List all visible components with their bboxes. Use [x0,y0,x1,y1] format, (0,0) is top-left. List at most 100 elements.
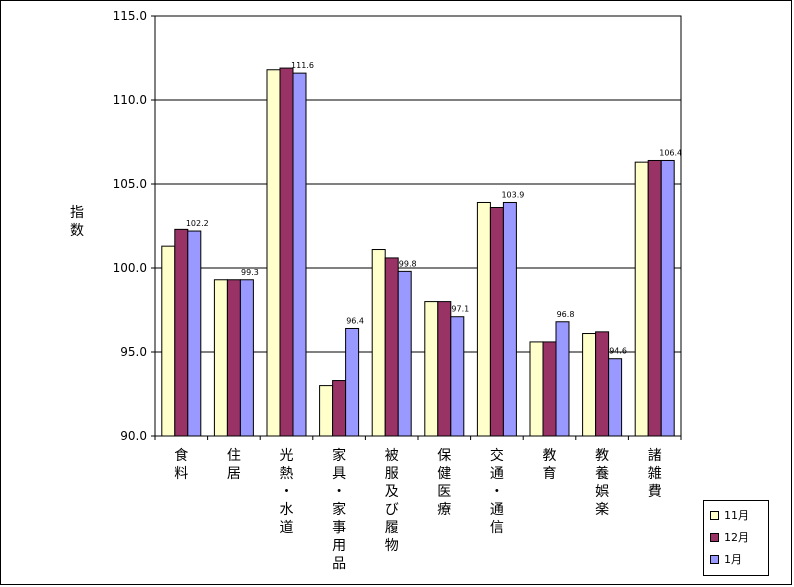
data-label: 111.6 [291,61,314,70]
x-tick-label: 光熱・水道 [280,448,294,536]
bar [424,301,439,437]
x-tick-label-char: ・ [280,484,294,500]
x-tick-label-char: 家 [332,447,346,464]
data-label: 102.2 [186,219,209,228]
bar [542,341,557,437]
x-tick-label-char: 通 [490,502,504,518]
data-label: 103.9 [501,190,524,199]
x-tick-label-char: 品 [332,556,346,572]
bar [529,341,544,437]
x-tick-label-char: 服 [385,466,399,482]
x-tick-label: 家具・家事用品 [332,447,346,572]
y-tick-label: 100.0 [113,261,147,275]
bar [332,380,347,437]
legend: 11月 12月 1月 [703,500,769,576]
x-tick-label-char: 履 [385,520,399,536]
data-label: 106.4 [659,148,682,157]
legend-label: 12月 [724,531,749,544]
bar [174,228,189,437]
bar [634,161,649,437]
x-tick-label-char: 用 [332,538,346,554]
bar [489,207,504,437]
x-tick-label-char: 費 [648,484,662,500]
legend-swatch [710,554,719,564]
x-tick-label-char: 熱 [280,466,294,482]
x-tick-label: 交通・通信 [490,447,504,536]
bar [279,67,294,437]
bar [213,279,228,437]
x-tick-label-char: 交 [490,447,504,464]
x-tick-label-char: 療 [437,501,451,518]
data-label: 94.6 [609,347,627,356]
bar [266,69,281,437]
legend-swatch [710,532,719,542]
bar [502,201,517,437]
x-tick-label-char: 諸 [648,448,662,464]
data-label: 96.8 [557,310,575,319]
x-tick-label-char: 料 [174,466,188,482]
bar [292,72,307,437]
y-axis-title-char: 指 [70,205,84,221]
data-label: 99.3 [241,268,259,277]
x-tick-label-char: 信 [490,520,504,536]
bar [555,321,570,437]
x-tick-label-char: 水 [280,502,294,518]
x-tick-label-char: 被 [385,448,399,464]
x-tick-label-char: 及 [385,484,399,500]
x-tick-label: 食料 [174,447,188,482]
x-tick-label-char: ・ [332,484,346,500]
y-tick-label: 105.0 [113,177,147,191]
legend-item: 1月 [710,551,742,567]
bar [582,333,597,437]
bar [647,159,662,437]
bar [437,301,452,437]
legend-label: 11月 [724,509,749,522]
data-label: 97.1 [451,305,469,314]
bar [371,249,386,437]
x-tick-label-char: 具 [332,466,346,482]
x-tick-label-char: 教 [595,448,609,464]
x-tick-label-char: 食 [174,447,188,464]
bar [161,245,176,437]
x-tick-label-char: 雑 [648,466,662,482]
x-tick-label-char: 道 [280,520,294,536]
y-tick-label: 95.0 [120,345,147,359]
x-tick-label-char: 家 [332,501,346,518]
x-tick-label-char: 教 [543,448,557,464]
x-tick-label: 教育 [543,448,557,482]
y-tick-label: 115.0 [113,9,147,23]
data-label: 96.4 [346,316,364,325]
x-tick-label: 教養娯楽 [595,448,609,518]
legend-swatch [710,510,719,520]
bar [239,279,254,437]
bar [397,270,412,437]
data-label: 99.8 [399,259,417,268]
y-tick-label: 90.0 [120,429,147,443]
bar [476,201,491,437]
x-tick-label-char: 物 [385,538,399,554]
y-tick-label: 110.0 [113,93,147,107]
x-tick-label-char: 養 [595,465,609,482]
x-tick-label-char: 通 [490,466,504,482]
x-tick-label-char: び [385,502,399,518]
x-tick-label-char: ・ [490,484,504,500]
x-tick-label-char: 光 [280,448,294,464]
x-tick-label: 諸雑費 [648,448,662,500]
x-tick-label: 保健医療 [437,448,451,518]
bar [384,257,399,437]
x-tick-label-char: 健 [437,466,451,482]
legend-item: 11月 [710,507,749,523]
legend-item: 12月 [710,529,749,545]
bar [226,279,241,437]
x-tick-label-char: 医 [437,484,451,500]
y-axis-title: 指 数 [68,204,86,240]
bar [450,316,465,437]
x-tick-label-char: 事 [332,520,346,536]
bar [187,230,202,437]
bar [608,358,623,437]
bar [660,159,675,437]
x-tick-label-char: 娯 [595,484,609,500]
x-tick-label: 被服及び履物 [385,448,399,554]
